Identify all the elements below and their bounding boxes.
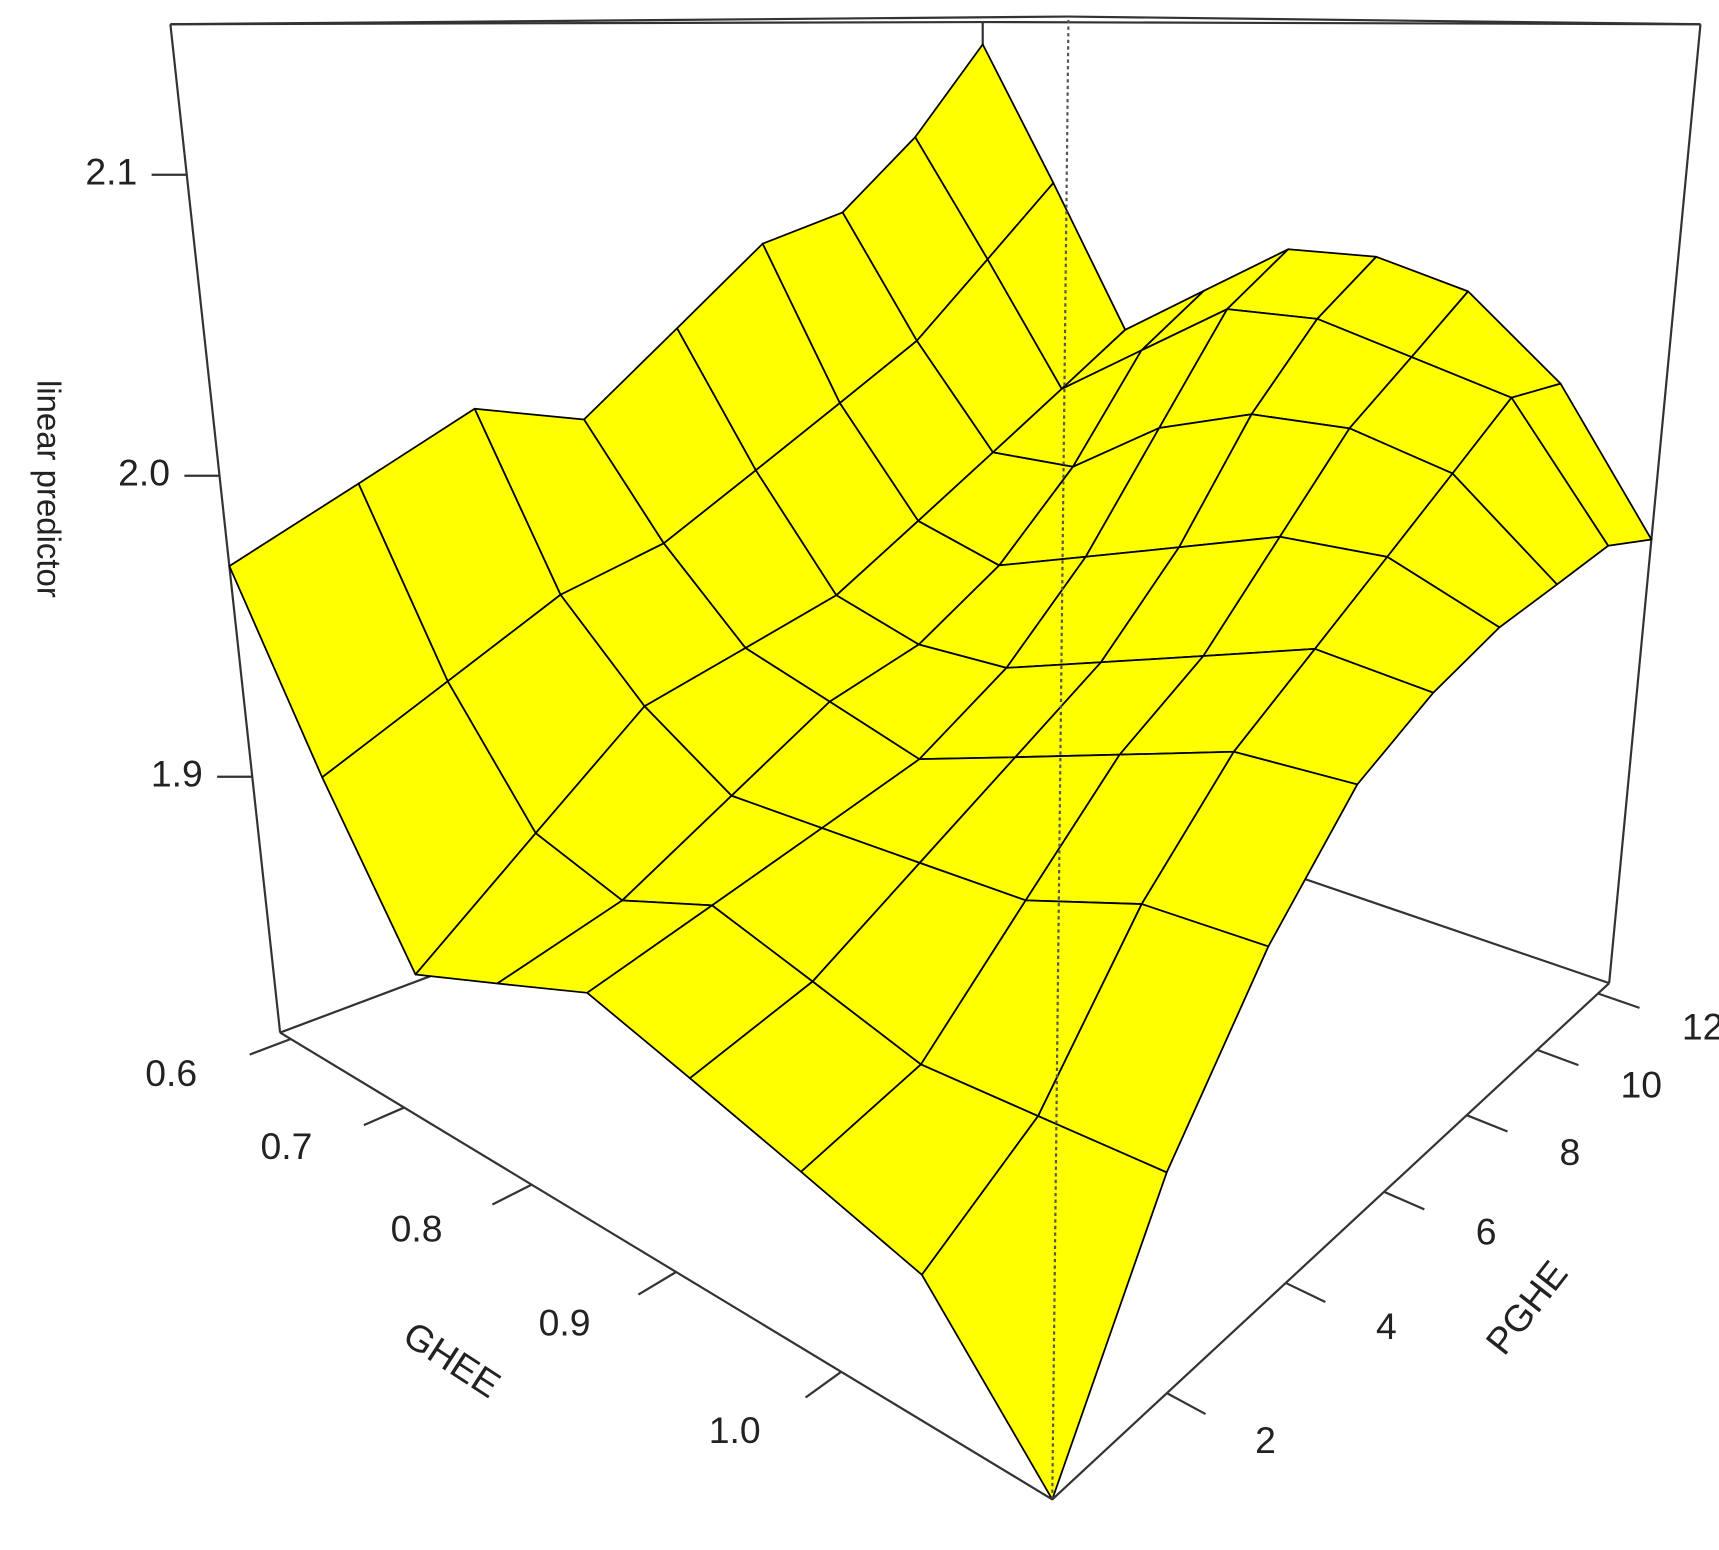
box-edge (169, 24, 282, 1033)
y-tick-label: 4 (1376, 1305, 1397, 1347)
y-tick (1466, 1114, 1508, 1133)
x-axis-line (279, 1031, 1053, 1501)
x-tick-label: 0.6 (145, 1052, 197, 1094)
y-tick (1166, 1392, 1207, 1416)
y-tick-label: 12 (1682, 1005, 1719, 1047)
x-tick (249, 1037, 292, 1056)
x-tick-label: 1.0 (709, 1409, 761, 1451)
box-edge (170, 15, 1069, 26)
y-axis-title: PGHE (1477, 1253, 1575, 1362)
x-tick-label: 0.9 (539, 1301, 591, 1343)
z-tick-label: 1.9 (151, 753, 203, 795)
y-tick (1285, 1281, 1326, 1304)
surface (228, 43, 1653, 1501)
y-tick-label: 8 (1560, 1131, 1581, 1173)
z-tick-label: 2.0 (118, 452, 170, 494)
x-tick (804, 1370, 842, 1399)
y-tick (1536, 1048, 1579, 1067)
y-tick-label: 10 (1620, 1064, 1662, 1106)
x-tick (363, 1106, 405, 1127)
y-tick (1383, 1190, 1425, 1211)
z-tick-label: 2.1 (85, 151, 137, 193)
y-tick-label: 6 (1476, 1211, 1497, 1253)
x-tick (637, 1271, 677, 1296)
x-tick-label: 0.7 (261, 1125, 313, 1167)
box-edge (1068, 15, 1701, 26)
surface-facet (921, 1115, 1168, 1501)
x-axis-title: GHEE (396, 1313, 508, 1406)
z-axis-title: linear predictor (30, 380, 67, 598)
y-axis-line (1051, 982, 1610, 1501)
x-tick-label: 0.8 (391, 1208, 443, 1250)
x-tick (491, 1183, 533, 1206)
y-tick (1597, 992, 1640, 1009)
y-tick-label: 2 (1255, 1419, 1276, 1461)
box-edge (1608, 24, 1702, 984)
